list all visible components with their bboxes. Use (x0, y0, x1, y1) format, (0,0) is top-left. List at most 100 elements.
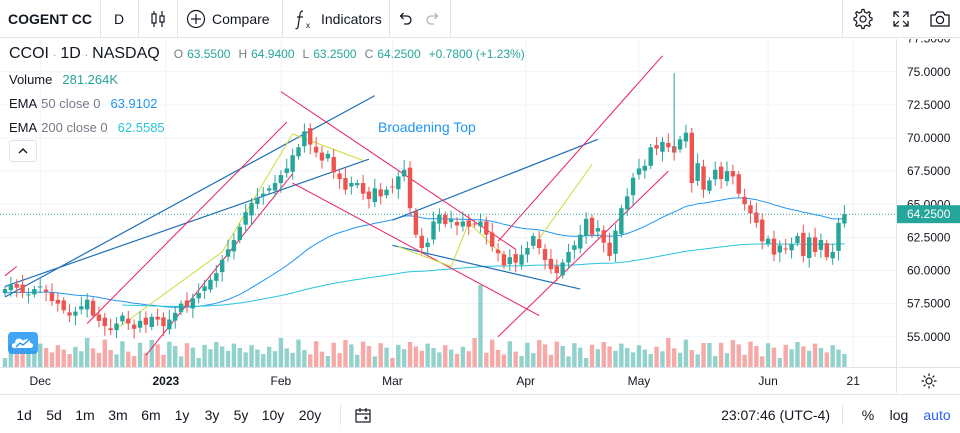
range-1y-button[interactable]: 1y (174, 406, 190, 423)
volume-bar (425, 343, 430, 367)
auto-scale-toggle[interactable]: auto (923, 406, 951, 423)
volume-legend[interactable]: Volume 281.264K (9, 72, 118, 87)
candle-body (114, 323, 119, 331)
go-to-date-button[interactable] (352, 395, 374, 433)
candle-body (724, 171, 730, 182)
indicators-button[interactable]: x Indicators (283, 0, 389, 38)
time-tick-label: May (628, 374, 651, 388)
volume-bar (178, 356, 184, 367)
candle-body (536, 239, 542, 248)
legend-dot: · (53, 50, 57, 61)
log-scale-toggle[interactable]: log (889, 406, 909, 423)
range-20y-button[interactable]: 20y (298, 406, 322, 423)
range-5y-button[interactable]: 5y (233, 406, 249, 423)
volume-bar (360, 341, 366, 367)
percent-scale-toggle[interactable]: % (861, 406, 875, 423)
candle-body (337, 173, 342, 180)
candle-body (96, 314, 102, 321)
volume-bars (2, 285, 847, 367)
undo-button[interactable] (392, 0, 418, 38)
candle-body (413, 211, 419, 235)
candle-body (795, 236, 800, 243)
volume-bar (818, 348, 824, 367)
trend-line (392, 244, 581, 290)
candle-body (214, 273, 219, 281)
volume-bar (625, 348, 630, 367)
channel-line (292, 182, 540, 316)
range-6m-button[interactable]: 6m (141, 406, 161, 423)
clock-timezone[interactable]: 23:07:46 (UTC-4) (721, 406, 830, 423)
candle-body (296, 147, 301, 157)
ema50-legend[interactable]: EMA 50 close 0 63.9102 (9, 96, 157, 111)
pattern-label[interactable]: Broadening Top (378, 119, 476, 135)
last-price-badge (897, 205, 960, 224)
chart-type-button[interactable] (139, 0, 177, 38)
calendar-icon (355, 407, 371, 423)
volume-bar (636, 345, 642, 367)
chart-settings-button[interactable] (846, 0, 880, 38)
volume-bar (284, 348, 289, 367)
range-1m-button[interactable]: 1m (75, 406, 95, 423)
symbol-search[interactable]: COGENT CC (8, 11, 92, 27)
range-10y-button[interactable]: 10y (261, 406, 285, 423)
candle-body (595, 228, 601, 232)
volume-bar (760, 356, 765, 367)
candle-body (666, 143, 671, 148)
redo-button[interactable] (420, 0, 446, 38)
range-1d-button[interactable]: 1d (16, 406, 32, 423)
volume-bar (249, 345, 254, 367)
interval-button[interactable]: D (113, 11, 125, 27)
axis-settings-button[interactable] (896, 367, 960, 393)
price-tick-label: 62.5000 (907, 230, 951, 244)
toolbar-divider (100, 0, 101, 38)
volume-bar (683, 339, 689, 367)
channel-line (497, 55, 663, 242)
plus-circle-icon (186, 9, 206, 29)
fullscreen-button[interactable] (884, 0, 918, 38)
candle-body (419, 235, 424, 248)
candles (2, 73, 847, 339)
candle-body (525, 247, 530, 255)
candle-body (231, 240, 237, 252)
candle-body (278, 175, 284, 184)
ema200-legend[interactable]: EMA 200 close 0 62.5585 (9, 120, 165, 135)
candle-body (683, 132, 689, 142)
price-axis[interactable]: 77.500075.000072.500070.000067.500065.00… (896, 39, 960, 367)
candle-body (501, 254, 507, 266)
candle-body (2, 289, 8, 294)
high-key: H (238, 47, 248, 61)
ema200-value: 62.5585 (117, 120, 165, 135)
volume-bar (14, 349, 19, 367)
volume-bar (343, 340, 348, 367)
candle-body (560, 262, 565, 276)
candle-body (184, 300, 190, 307)
compare-button[interactable]: Compare (178, 0, 282, 38)
time-tick-label: 21 (847, 374, 861, 388)
chart-pane[interactable]: Broadening Top (0, 39, 896, 367)
volume-bar (261, 354, 266, 367)
volume-bar (707, 343, 712, 367)
legend-collapse-button[interactable] (9, 140, 37, 162)
time-axis[interactable]: Dec 2023 Feb Mar Apr May Jun 21 (0, 367, 896, 393)
candle-body (331, 157, 336, 173)
volume-bar (96, 352, 102, 367)
candle-body (302, 131, 307, 147)
symbol-legend[interactable]: CCOI · 1D · NASDAQ O 63.5500 H 64.9400 L… (9, 45, 529, 63)
candle-body (120, 315, 125, 322)
pattern-drawings (4, 55, 669, 356)
price-tick-label: 60.0000 (907, 264, 951, 278)
range-5d-button[interactable]: 5d (46, 406, 62, 423)
snapshot-button[interactable] (922, 0, 958, 38)
volume-bar (2, 358, 8, 367)
volume-bar (490, 339, 495, 367)
volume-bar (448, 349, 454, 367)
volume-bar (830, 345, 835, 367)
candle-body (178, 303, 184, 312)
bottom-toolbar: 1d 5d 1m 3m 6m 1y 3y 5y 10y 20y 23:07:46… (0, 394, 960, 433)
candle-body (255, 197, 260, 204)
trend-line (392, 138, 599, 221)
candle-body (613, 230, 618, 254)
range-3m-button[interactable]: 3m (108, 406, 128, 423)
price-chart[interactable]: Broadening Top (0, 39, 896, 367)
range-3y-button[interactable]: 3y (204, 406, 220, 423)
